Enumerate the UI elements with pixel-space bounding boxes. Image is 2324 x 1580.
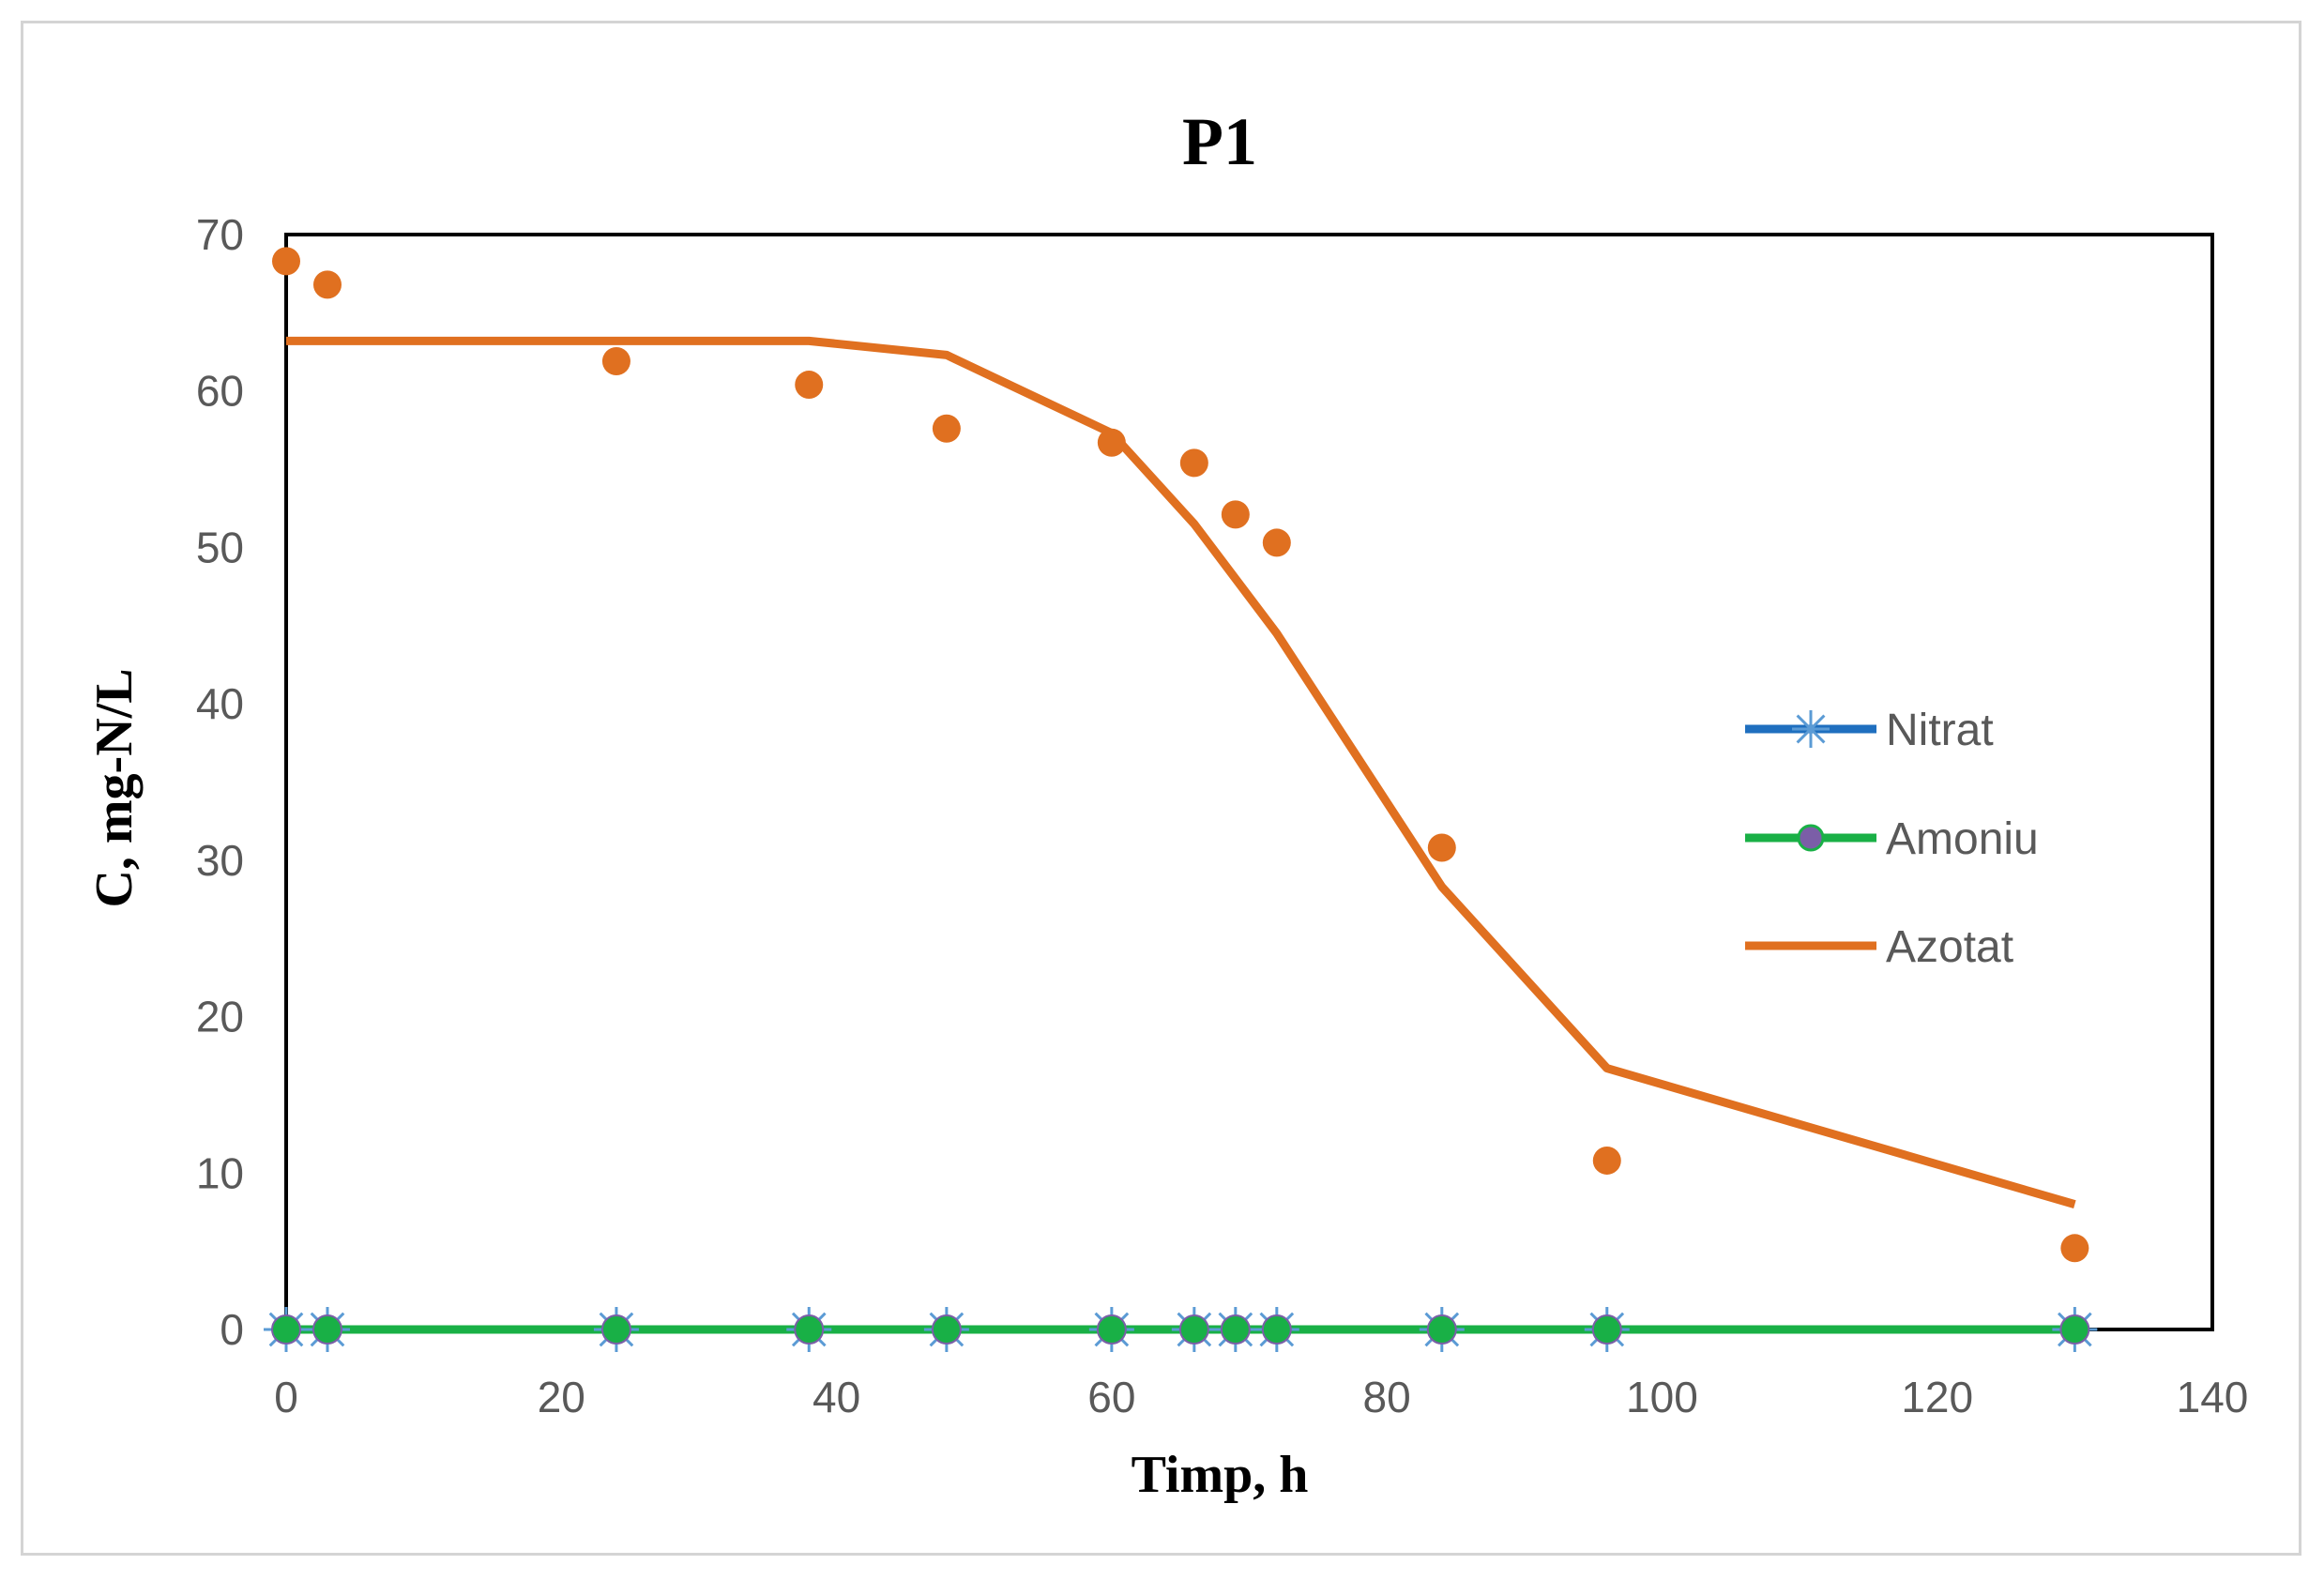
azotat-series [286, 336, 2076, 1208]
chart-svg: P1 0 10 20 30 40 50 60 70 0 20 40 60 80 100 120 140 Ti… [85, 104, 2248, 1504]
plot-area [284, 233, 2214, 1331]
azotat-point [795, 371, 824, 400]
y-tick-label: 10 [196, 1148, 244, 1197]
azotat-line [286, 336, 2076, 1208]
x-tick-label: 100 [1626, 1373, 1698, 1421]
x-tick-label: 80 [1363, 1373, 1411, 1421]
amoniu-marker [311, 1314, 342, 1345]
azotat-point [1427, 833, 1456, 862]
amoniu-marker [1591, 1314, 1622, 1345]
y-tick-label: 50 [196, 523, 244, 571]
azotat-point [312, 270, 342, 299]
x-axis-title: Timp, h [1132, 1446, 1309, 1504]
azotat-point [2060, 1234, 2089, 1263]
nitrat-amoniu-series [264, 1307, 2098, 1352]
legend: Nitrat Amoniu Azotat [1745, 706, 2039, 972]
amoniu-marker [2059, 1314, 2090, 1345]
legend-amoniu-marker [1797, 824, 1825, 852]
legend-azotat-label: Azotat [1886, 922, 2013, 972]
azotat-measured-series [272, 247, 2089, 1263]
azotat-point [1097, 428, 1126, 457]
amoniu-marker [1096, 1314, 1127, 1345]
amoniu-marker [1426, 1314, 1457, 1345]
legend-nitrat-marker [1792, 710, 1830, 748]
azotat-point [1592, 1146, 1621, 1175]
chart-title: P1 [1182, 104, 1257, 179]
legend-amoniu-label: Amoniu [1886, 814, 2039, 864]
y-tick-label: 20 [196, 993, 244, 1041]
x-tick-label: 0 [274, 1373, 298, 1421]
amoniu-marker [271, 1314, 301, 1345]
azotat-point [272, 247, 300, 276]
legend-nitrat-marker-stroke [1796, 714, 1826, 744]
chart-frame: P1 0 10 20 30 40 50 60 70 0 20 40 60 80 100 120 140 Ti… [21, 21, 2301, 1556]
amoniu-marker [1178, 1314, 1209, 1345]
y-axis-ticks: 0 10 20 30 40 50 60 70 [196, 210, 244, 1354]
x-tick-label: 20 [538, 1373, 585, 1421]
x-axis-ticks: 0 20 40 60 80 100 120 140 [274, 1373, 2248, 1421]
amoniu-marker [1220, 1314, 1251, 1345]
azotat-point [1179, 448, 1208, 478]
amoniu-marker [931, 1314, 962, 1345]
y-tick-label: 30 [196, 836, 244, 885]
amoniu-marker [1261, 1314, 1292, 1345]
x-tick-label: 140 [2177, 1373, 2249, 1421]
y-tick-label: 0 [220, 1305, 244, 1354]
legend-nitrat-label: Nitrat [1886, 706, 1994, 755]
azotat-point [1262, 528, 1291, 557]
azotat-point [601, 347, 630, 376]
amoniu-marker [600, 1314, 631, 1345]
x-tick-label: 60 [1087, 1373, 1135, 1421]
x-tick-label: 120 [1901, 1373, 1973, 1421]
amoniu-marker [794, 1314, 825, 1345]
y-tick-label: 40 [196, 679, 244, 728]
y-axis-title: C, mg-N/L [85, 668, 144, 907]
azotat-point [1221, 500, 1250, 529]
y-tick-label: 60 [196, 367, 244, 416]
y-tick-label: 70 [196, 210, 244, 259]
azotat-point [932, 414, 961, 443]
x-tick-label: 40 [813, 1373, 860, 1421]
